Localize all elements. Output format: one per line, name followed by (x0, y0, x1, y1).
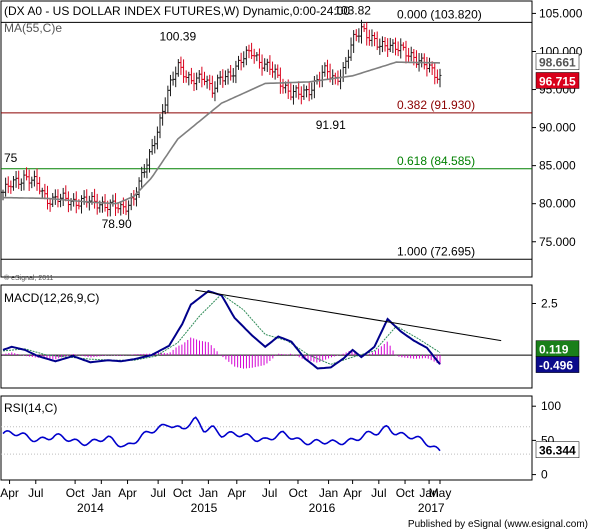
hist-value-badge-bg (535, 356, 580, 373)
month-label: Oct (173, 486, 192, 500)
copyright-note: © eSignal, 2011 (4, 274, 54, 282)
ma-value-badge: 98.661 (539, 56, 576, 70)
month-label: Jan (199, 486, 218, 500)
hist-value-badge: -0.496 (539, 359, 573, 373)
rsi-line (2, 416, 441, 452)
rsi-tick-label: 100 (541, 399, 561, 413)
month-label: Oct (66, 486, 85, 500)
price-tick-label: 85.000 (539, 159, 576, 173)
publisher-credit: Published by eSignal (www.esignal.com) (408, 519, 588, 530)
chart-title: (DX A0 - US DOLLAR INDEX FUTURES,W) Dyna… (4, 4, 350, 18)
ma-legend: MA(55,C)e (4, 21, 62, 35)
rsi-value-badge-bg (535, 441, 580, 458)
fib-level-label: 1.000 (72.695) (397, 244, 475, 258)
macd-y-axis: 2.5 (532, 297, 558, 311)
rsi-panel-frame (0, 395, 533, 481)
price-panel-frame (0, 0, 533, 278)
price-tick-label: 90.000 (539, 121, 576, 135)
month-label: Apr (118, 486, 137, 500)
last-price-badge-bg (535, 72, 580, 89)
month-label: Apr (227, 486, 246, 500)
panel-frames (0, 0, 533, 481)
price-tick-label: 80.000 (539, 197, 576, 211)
fib-level-label: 0.000 (103.820) (397, 7, 482, 21)
year-label: 2014 (77, 501, 104, 515)
price-annotation: 103.82 (334, 3, 371, 17)
value-badges: 98.661 96.715 0.119 -0.496 36.344 (535, 53, 580, 458)
year-label: 2015 (191, 501, 218, 515)
price-y-axis: 105.000100.00095.00090.00085.00080.00075… (532, 6, 583, 249)
month-label: May (429, 486, 452, 500)
month-label: Jan (319, 486, 338, 500)
price-annotation: 75 (4, 151, 18, 165)
month-label: Jan (419, 486, 438, 500)
month-label: Apr (343, 486, 362, 500)
ma-line (2, 61, 441, 205)
fib-level-label: 0.382 (91.930) (397, 98, 475, 112)
price-annotations: 103.82 100.39 91.91 78.90 75 (4, 3, 371, 231)
fib-level-label: 0.618 (84.585) (397, 154, 475, 168)
month-label: Jul (150, 486, 165, 500)
macd-histogram (2, 337, 441, 369)
month-label: Oct (396, 486, 415, 500)
macd-value-badge: 0.119 (539, 343, 569, 357)
macd-title: MACD(12,26,9,C) (4, 291, 99, 305)
fibonacci-levels: 0.000 (103.820) 0.382 (91.930) 0.618 (84.5… (1, 7, 532, 260)
macd-trendline (195, 289, 502, 342)
ma-value-badge-bg (535, 53, 580, 70)
month-label: Jul (262, 486, 277, 500)
month-label: Jan (92, 486, 111, 500)
rsi-guides (1, 426, 532, 455)
price-tick-label: 75.000 (539, 235, 576, 249)
rsi-title: RSI(14,C) (4, 401, 57, 415)
price-annotation: 91.91 (316, 118, 346, 132)
month-label: Apr (0, 486, 19, 500)
year-label: 2017 (418, 501, 445, 515)
last-price-badge: 96.715 (539, 74, 576, 88)
rsi-value-badge: 36.344 (539, 444, 576, 458)
macd-tick-label: 2.5 (541, 297, 558, 311)
price-annotation: 78.90 (102, 217, 132, 231)
macd-line (2, 289, 441, 370)
price-bars (1, 19, 442, 220)
macd-panel-frame (0, 284, 533, 389)
year-label: 2016 (309, 501, 336, 515)
month-label: Jul (28, 486, 43, 500)
month-label: Jul (371, 486, 386, 500)
time-axis: Apr Jul Oct Jan Apr Jul Oct Jan Apr Jul Oct Jan Apr J… (0, 480, 451, 515)
month-label: Oct (289, 486, 308, 500)
price-tick-label: 105.000 (539, 6, 583, 20)
price-annotation: 100.39 (159, 30, 196, 44)
rsi-tick-label: 0 (541, 468, 548, 482)
